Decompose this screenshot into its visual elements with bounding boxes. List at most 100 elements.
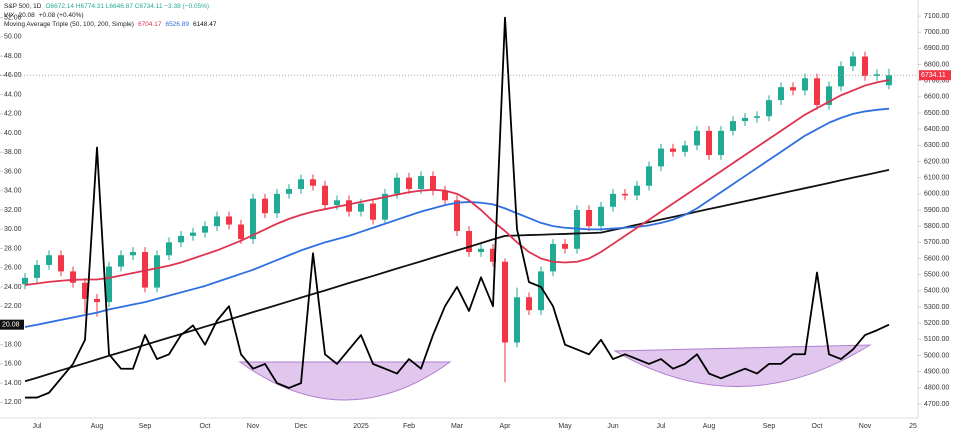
y-tick-label: 26.00 [4,265,22,272]
y-tick-label: 24.00 [4,284,22,291]
y2-tick-label: 6300.00 [924,142,949,149]
y-tick-label: 14.00 [4,380,22,387]
y2-tick-label: 5600.00 [924,255,949,262]
y-tick-label: 46.00 [4,72,22,79]
ohlc: O6672.14 H6774.31 L6646.87 C6734.11 −3.3… [45,3,210,10]
y2-tick-label: 4800.00 [924,385,949,392]
plot-area: 12.0014.0016.0018.0020.0022.0024.0026.00… [0,13,951,430]
candle-body [334,200,340,206]
ma-value: 6148.47 [192,21,217,28]
candle-body [562,243,568,249]
y-tick-label: 12.00 [4,399,22,406]
legend: S&P 500, 1D O6672.14 H6774.31 L6646.87 C6… [4,2,220,29]
candle-body [118,255,124,267]
rounding-bottom-highlight [613,344,872,388]
vix-value: 20.08 [18,12,35,19]
series-line [25,16,890,399]
candle-body [646,166,652,186]
y-tick-label: 34.00 [4,188,22,195]
y2-tick-label: 6900.00 [924,45,949,52]
candle-body [418,176,424,189]
y2-tick-label: 5400.00 [924,288,949,295]
candle-body [670,148,676,152]
candle-body [250,198,256,240]
rounding-bottom-highlight [238,361,452,401]
candle-body [166,242,172,256]
candle-body [478,248,484,253]
y-tick-label: 36.00 [4,168,22,175]
x-tick-label: Apr [500,423,512,430]
x-tick-label: Sep [139,423,152,430]
y-tick-label: 52.00 [4,14,22,21]
y2-tick-label: 6800.00 [924,61,949,68]
candle-body [862,56,868,76]
y-tick-label: 50.00 [4,34,22,41]
y2-tick-label: 6000.00 [924,191,949,198]
y-tick-label: 22.00 [4,303,22,310]
x-tick-label: 25 [909,423,917,430]
candle-body [310,179,316,186]
candle-body [382,193,388,220]
series-line [24,168,890,383]
y2-tick-label: 5500.00 [924,271,949,278]
candle-body [490,248,496,262]
legend-row: S&P 500, 1D O6672.14 H6774.31 L6646.87 C6… [4,2,220,11]
y-tick-label: 16.00 [4,361,22,368]
candle-body [514,297,520,343]
candle-body [322,185,328,206]
y2-tick-label: 6200.00 [924,158,949,165]
candle-body [682,145,688,152]
ma-value: 6526.89 [165,21,189,28]
y-tick-label: 32.00 [4,207,22,214]
vix-label: VIX [4,12,15,19]
candle-body [202,226,208,233]
y-tick-label: 18.00 [4,342,22,349]
last-price-tag [919,70,951,81]
candle-body [778,87,784,101]
y2-tick-label: 7000.00 [924,29,949,36]
y2-tick-label: 5300.00 [924,304,949,311]
legend-row: Moving Average Triple (50, 100, 200, Sim… [4,20,220,29]
candle-body [538,271,544,311]
candle-body [586,210,592,227]
y-tick-label: 40.00 [4,130,22,137]
candle-body [814,78,820,105]
vix-change: +0.08 (+0.40%) [38,12,84,19]
x-tick-label: Oct [812,423,823,430]
candle-body [58,255,64,272]
candle-body [238,224,244,240]
candle-body [70,271,76,283]
legend-row: VIX 20.08 +0.08 (+0.40%) [4,11,220,20]
y2-tick-label: 6100.00 [924,175,949,182]
candle-body [634,185,640,196]
candle-body [850,56,856,67]
candle-body [622,193,628,196]
candle-body [550,243,556,272]
series-line [24,79,890,286]
y-tick-label: 42.00 [4,111,22,118]
candle-body [214,216,220,227]
candle-body [754,116,760,118]
y2-tick-label: 5800.00 [924,223,949,230]
candle-body [442,190,448,201]
candle-body [34,264,40,278]
candle-body [730,121,736,131]
y-tick-label: 44.00 [4,91,22,98]
candle-body [466,231,472,253]
x-tick-label: Aug [703,423,716,430]
candle-body [430,176,436,191]
y2-tick-label: 6500.00 [924,110,949,117]
last-value-tag [0,319,24,330]
candle-body [718,130,724,156]
candle-body [706,130,712,156]
candle-body [154,255,160,288]
candle-body [406,177,412,189]
candle-body [802,78,808,91]
y2-tick-label: 4900.00 [924,368,949,375]
x-tick-label: Dec [295,423,308,430]
x-tick-label: Sep [763,423,776,430]
candle-body [274,193,280,214]
candle-body [826,86,832,105]
